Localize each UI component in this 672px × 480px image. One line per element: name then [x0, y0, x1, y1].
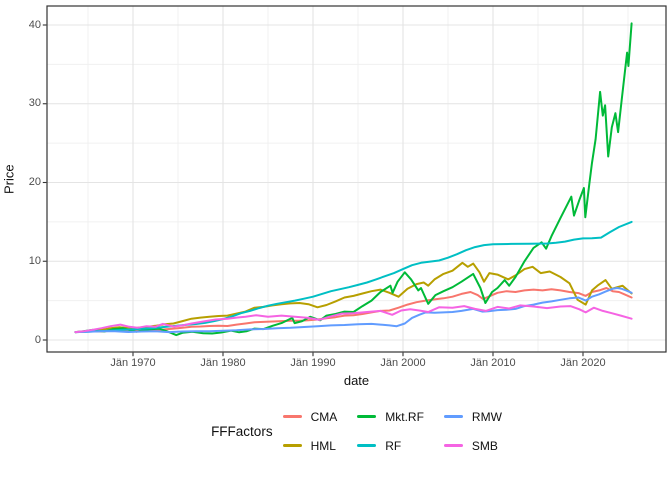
- y-tick-label: 30: [28, 97, 41, 110]
- legend-label: Mkt.RF: [385, 409, 424, 424]
- y-tick-label: 20: [28, 176, 41, 188]
- y-tick-label: 0: [34, 333, 41, 346]
- series-line-smb: [74, 304, 633, 334]
- legend-title: FFFactors: [211, 423, 273, 439]
- legend-item-cma: CMA: [282, 409, 338, 424]
- legend: FFFactors CMA Mkt.RF RMW HML RF: [47, 409, 666, 453]
- x-tick-label: Jän 1980: [200, 357, 246, 369]
- x-tick-label: Jän 2000: [380, 357, 426, 369]
- x-axis-title: date: [343, 373, 370, 388]
- legend-key-line-icon: [357, 443, 377, 448]
- legend-items: CMA Mkt.RF RMW HML RF SMB: [282, 409, 502, 453]
- legend-label: RF: [385, 438, 402, 453]
- legend-item-rmw: RMW: [443, 409, 502, 424]
- legend-item-rf: RF: [357, 438, 424, 453]
- legend-key-line-icon: [443, 414, 463, 419]
- series-line-cma: [74, 287, 633, 334]
- legend-item-mktrf: Mkt.RF: [357, 409, 424, 424]
- legend-item-smb: SMB: [443, 438, 502, 453]
- panel-background: [47, 6, 666, 352]
- y-tick-label: 10: [28, 254, 41, 267]
- series-line-mktrf: [74, 22, 633, 337]
- x-tick-label: Jän 2020: [560, 357, 606, 369]
- legend-key-line-icon: [443, 443, 463, 448]
- series-line-hml: [74, 261, 633, 334]
- legend-key-line-icon: [357, 414, 377, 419]
- legend-label: RMW: [471, 409, 502, 424]
- legend-key-line-icon: [282, 443, 302, 448]
- y-tick-label: 40: [28, 18, 41, 31]
- legend-label: HML: [310, 438, 336, 453]
- y-axis-title: Price: [1, 164, 17, 194]
- series-line-rf: [74, 220, 633, 334]
- x-tick-label: Jän 1970: [110, 357, 156, 369]
- legend-label: CMA: [310, 409, 338, 424]
- series-line-rmw: [74, 287, 633, 334]
- legend-label: SMB: [471, 438, 498, 453]
- legend-key-line-icon: [282, 414, 302, 419]
- panel-border: [46, 5, 667, 353]
- legend-item-hml: HML: [282, 438, 338, 453]
- x-tick-label: Jän 1990: [290, 357, 336, 369]
- x-tick-label: Jän 2010: [470, 357, 516, 369]
